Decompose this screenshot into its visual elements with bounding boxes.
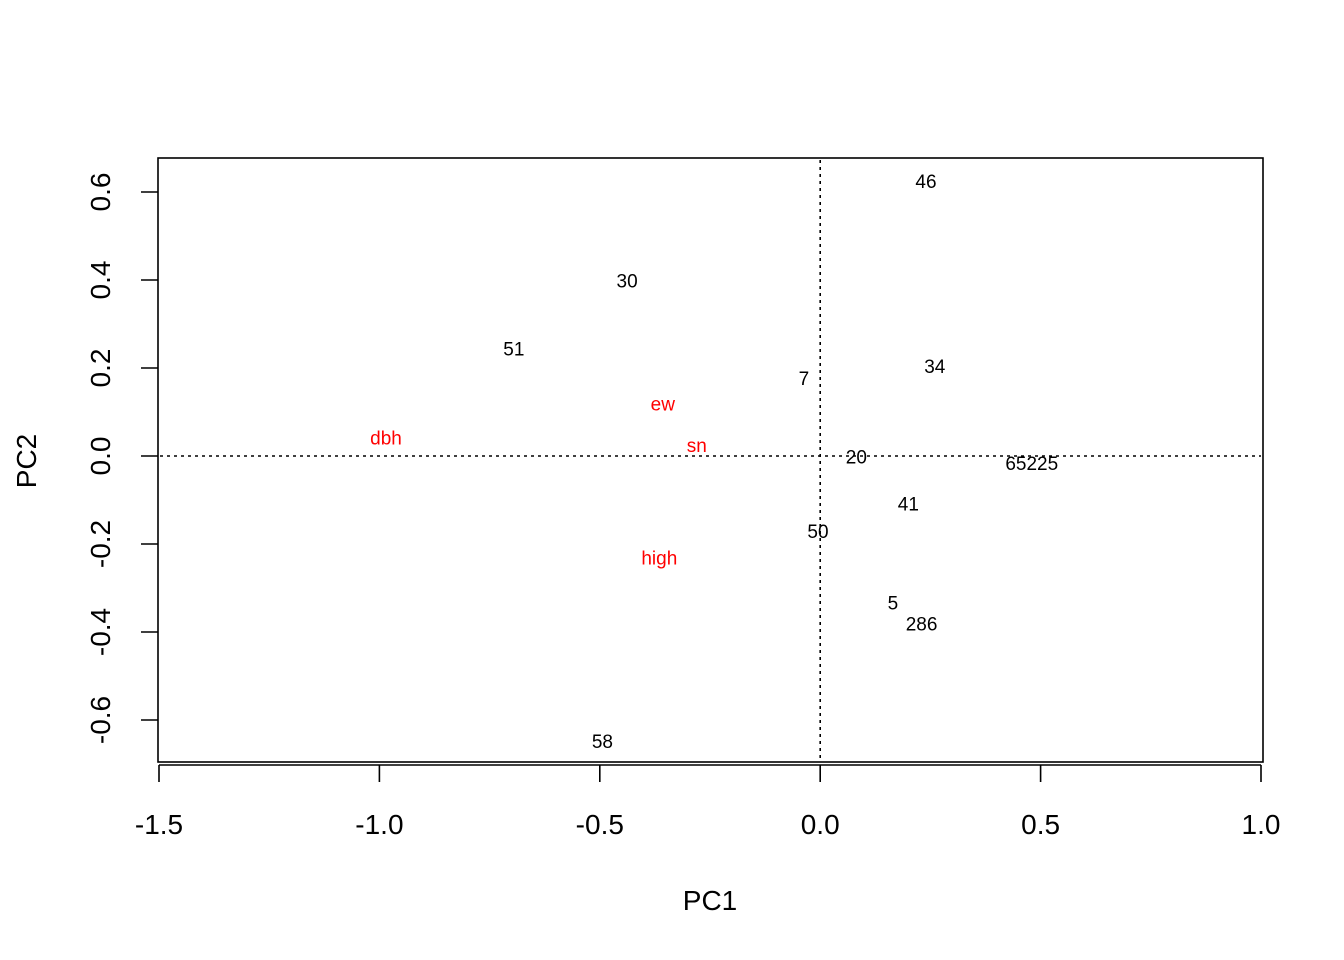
x-tick-label: -0.5	[576, 809, 624, 840]
plot-frame	[157, 157, 1264, 763]
point-label: 30	[617, 272, 638, 293]
x-tick-label: -1.0	[355, 809, 403, 840]
point-label: 46	[915, 172, 936, 193]
y-tick-label: -0.6	[85, 696, 116, 744]
point-label: 65225	[1005, 454, 1058, 475]
point-label: 50	[807, 522, 828, 543]
point-label: high	[641, 548, 677, 569]
point-label: 5	[888, 594, 899, 615]
x-tick-label: 0.5	[1021, 809, 1060, 840]
plot-area: -1.5 -1.0 -0.5 0.0 0.5 1.0 -0.6 -0.4 -0.2 0.0 0.2 0…	[85, 157, 1281, 840]
y-tick-label: -0.4	[85, 608, 116, 656]
x-tick-label: 0.0	[801, 809, 840, 840]
x-tick-label: 1.0	[1242, 809, 1281, 840]
y-tick-label: 0.6	[85, 173, 116, 212]
point-label: 41	[898, 494, 919, 515]
point-label: 7	[799, 369, 810, 390]
y-tick-label: 0.4	[85, 261, 116, 300]
point-label: 286	[906, 614, 938, 635]
point-label: sn	[687, 436, 707, 457]
y-tick-label: 0.0	[85, 437, 116, 476]
y-axis-title: PC2	[11, 434, 42, 488]
point-label: dbh	[370, 428, 402, 449]
x-tick-label: -1.5	[135, 809, 183, 840]
point-label: 34	[924, 357, 946, 378]
point-label: 58	[592, 732, 613, 753]
point-label: ew	[651, 394, 676, 415]
y-tick-label: 0.2	[85, 349, 116, 388]
point-label: 20	[846, 448, 867, 469]
x-axis-title: PC1	[683, 885, 737, 916]
point-label: 51	[503, 339, 524, 360]
y-tick-label: -0.2	[85, 520, 116, 568]
